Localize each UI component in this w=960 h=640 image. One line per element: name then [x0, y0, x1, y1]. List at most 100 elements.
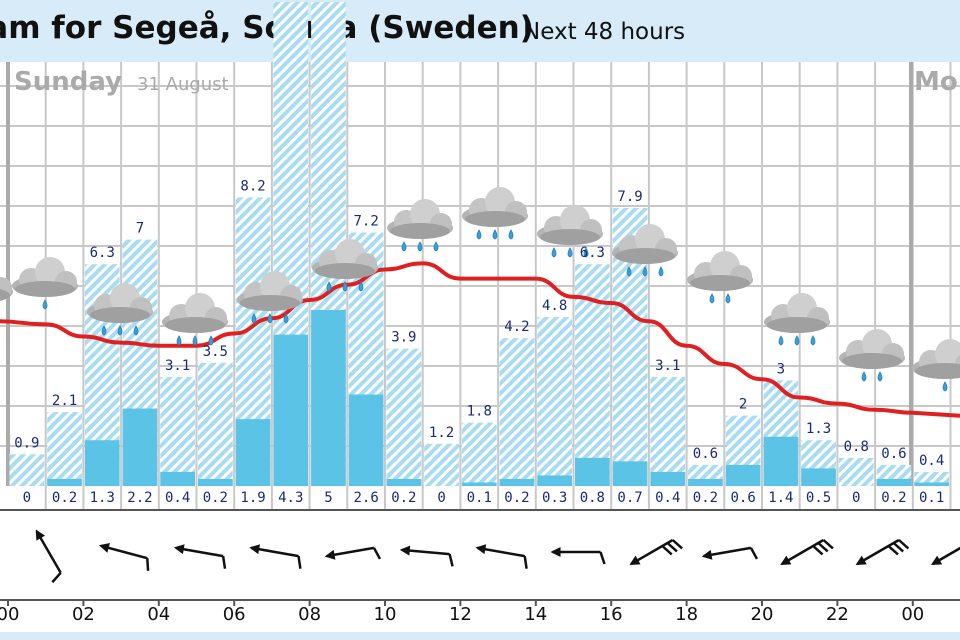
- wind-barb: [372, 547, 382, 560]
- wind-arrow-icon: [930, 538, 960, 566]
- rain-drop-icon: [251, 313, 257, 324]
- uncertainty-bar: [160, 376, 195, 486]
- wind-arrow-icon: [173, 544, 227, 569]
- rain-drop-icon: [133, 325, 139, 336]
- wind-barb: [671, 539, 683, 550]
- precipitation-bar: [876, 478, 912, 486]
- cloud-rain-icon: [312, 239, 378, 292]
- wind-arrow-head: [98, 543, 110, 553]
- wind-barb: [51, 571, 62, 584]
- rain-drop-icon: [401, 241, 407, 252]
- wind-arrow-head: [629, 555, 641, 565]
- precipitation-value-label: 1.3: [90, 490, 115, 506]
- cloud-rain-icon: [764, 293, 830, 346]
- cloud-rain-icon: [462, 187, 528, 240]
- cloud-icon: [839, 329, 905, 369]
- cloud-rain-icon: [537, 205, 603, 258]
- rain-drop-icon: [551, 247, 557, 258]
- wind-arrow-head: [173, 544, 185, 555]
- precipitation-max-label: 6.3: [90, 245, 115, 261]
- precipitation-value-label: 0.2: [203, 490, 228, 506]
- day-label-sunday: Sunday: [14, 67, 122, 97]
- cloud-rain-icon: [839, 329, 905, 382]
- uncertainty-bar: [650, 376, 686, 486]
- precipitation-bar: [47, 478, 82, 486]
- wind-arrow-icon: [35, 529, 62, 584]
- wind-barb: [523, 555, 528, 569]
- rain-drop-icon: [476, 229, 482, 240]
- x-axis-tick-label: 00: [0, 604, 19, 625]
- wind-barb: [812, 545, 824, 556]
- x-axis-tick-label: 02: [72, 604, 95, 625]
- header-bar: ram for Segeå, Scania (Sweden) Next 48 h…: [0, 0, 960, 62]
- rain-drop-icon: [810, 335, 816, 346]
- rain-drop-icon: [208, 335, 214, 346]
- cloud-icon: [537, 205, 603, 245]
- precipitation-value-label: 0.2: [693, 490, 718, 506]
- precipitation-bar: [160, 471, 195, 486]
- wind-arrow-head: [475, 544, 487, 555]
- wind-arrow-icon: [855, 538, 910, 566]
- wind-arrow-head: [701, 549, 713, 560]
- uncertainty-bar: [47, 412, 82, 486]
- uncertainty-bar: [9, 454, 45, 486]
- cloud-rain-icon: [87, 283, 153, 336]
- precipitation-value-label: 0.4: [655, 490, 680, 506]
- x-axis-tick-label: 22: [826, 604, 849, 625]
- wind-arrow-icon: [475, 544, 528, 569]
- cloud-icon: [462, 187, 528, 227]
- wind-shaft: [630, 538, 674, 566]
- cloud-icon: [162, 293, 228, 333]
- rain-drop-icon: [342, 281, 348, 292]
- cloud-rain-icon: [237, 271, 303, 324]
- precipitation-bar: [763, 436, 799, 486]
- wind-shaft: [703, 546, 752, 558]
- rain-drop-icon: [433, 241, 439, 252]
- uncertainty-bar: [424, 443, 459, 486]
- precipitation-max-label: 2.1: [52, 393, 77, 409]
- precipitation-bar: [198, 478, 233, 486]
- precipitation-max-label: 2: [739, 397, 747, 413]
- precipitation-max-label: 3.1: [165, 358, 190, 374]
- wind-barb: [599, 551, 606, 565]
- rain-drop-icon: [626, 266, 632, 277]
- precipitation-value-label: 5: [324, 490, 332, 506]
- precipitation-labels: 0 0.9 0.2 2.1 1.3 6.3 2.2 7 0.4 3.1 0.2 3.5 1.9 8.2 4.…: [14, 178, 944, 506]
- day-label-monday: Mo: [914, 67, 958, 97]
- precipitation-max-label: 0.9: [14, 435, 39, 451]
- precipitation-value-label: 0.2: [52, 490, 77, 506]
- cloud-rain-icon: [612, 224, 678, 277]
- precipitation-value-label: 0.7: [617, 490, 642, 506]
- cloud-icon: [687, 251, 753, 291]
- precipitation-bar: [386, 478, 422, 486]
- rain-drop-icon: [658, 266, 664, 277]
- precipitation-bar: [537, 475, 572, 486]
- rain-drop-icon: [192, 335, 198, 346]
- wind-shaft: [781, 538, 825, 566]
- precipitation-bar: [122, 408, 158, 486]
- footer-band: [0, 632, 960, 640]
- day-labels: Sunday 31 August Mo: [14, 67, 958, 97]
- rain-drop-icon: [725, 293, 731, 304]
- precipitation-max-label: 0.8: [844, 439, 869, 455]
- precipitation-bar: [235, 419, 271, 486]
- cloud-rain-icon: [387, 199, 453, 252]
- wind-barb: [221, 555, 227, 569]
- wind-barb: [749, 547, 759, 560]
- precipitation-max-label: 0.6: [881, 446, 906, 462]
- x-axis-tick-label: 06: [223, 604, 246, 625]
- rain-drop-icon: [709, 293, 715, 304]
- precipitation-bar: [801, 468, 836, 486]
- x-axis-tick-label: 18: [675, 604, 698, 625]
- precipitation-bar: [688, 478, 723, 486]
- rain-drop-icon: [358, 281, 364, 292]
- x-axis-tick-label: 10: [374, 604, 397, 625]
- precipitation-value-label: 2.2: [127, 490, 152, 506]
- rain-drop-icon: [283, 313, 289, 324]
- precipitation-bar: [311, 310, 346, 486]
- weather-icons: [0, 187, 960, 392]
- wind-barb: [817, 542, 829, 553]
- rain-drop-icon: [326, 281, 332, 292]
- precipitation-value-label: 0.3: [542, 490, 567, 506]
- rain-drop-icon: [417, 241, 423, 252]
